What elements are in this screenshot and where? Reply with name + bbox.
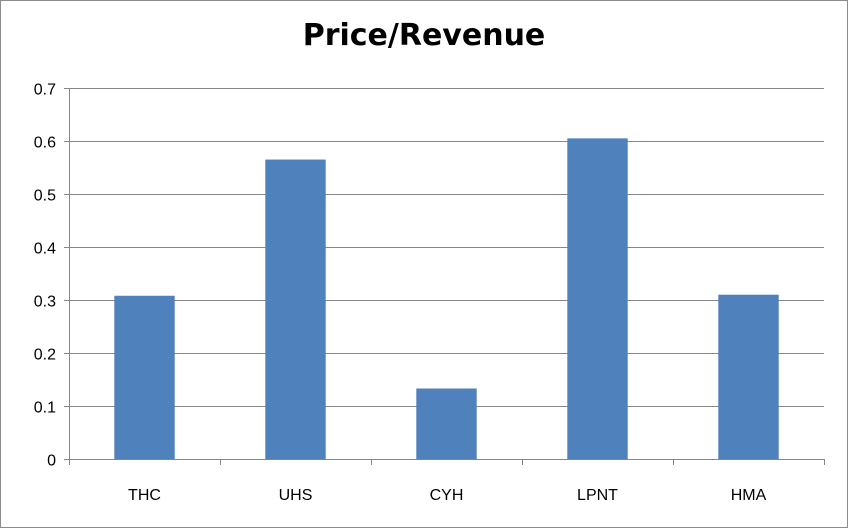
y-tick-label: 0.6 (34, 135, 56, 152)
axes (64, 88, 825, 465)
y-tick-label: 0.4 (34, 241, 56, 258)
bar-hma (718, 294, 779, 459)
x-tick-label: UHS (279, 487, 313, 504)
chart-title: Price/Revenue (302, 18, 546, 53)
y-tick-label: 0.3 (34, 294, 56, 311)
bar-uhs (265, 159, 326, 460)
y-tick-labels: 0 0.1 0.2 0.3 0.4 0.5 0.6 0.7 (34, 82, 56, 470)
y-tick-label: 0.1 (34, 400, 56, 417)
y-tick-label: 0.2 (34, 347, 56, 364)
x-tick-label: LPNT (577, 487, 618, 504)
y-tick-label: 0.5 (34, 188, 56, 205)
gridlines (69, 88, 824, 407)
bar-lpnt (567, 138, 628, 459)
bar-thc (114, 295, 175, 459)
x-tick-label: HMA (731, 487, 767, 504)
y-tick-label: 0.7 (34, 82, 56, 99)
y-tick-label: 0 (47, 453, 56, 470)
bar-cyh (416, 388, 477, 459)
x-tick-label: THC (128, 487, 161, 504)
x-tick-label: CYH (430, 487, 464, 504)
x-tick-labels: THC UHS CYH LPNT HMA (128, 487, 767, 504)
bars (114, 138, 779, 460)
